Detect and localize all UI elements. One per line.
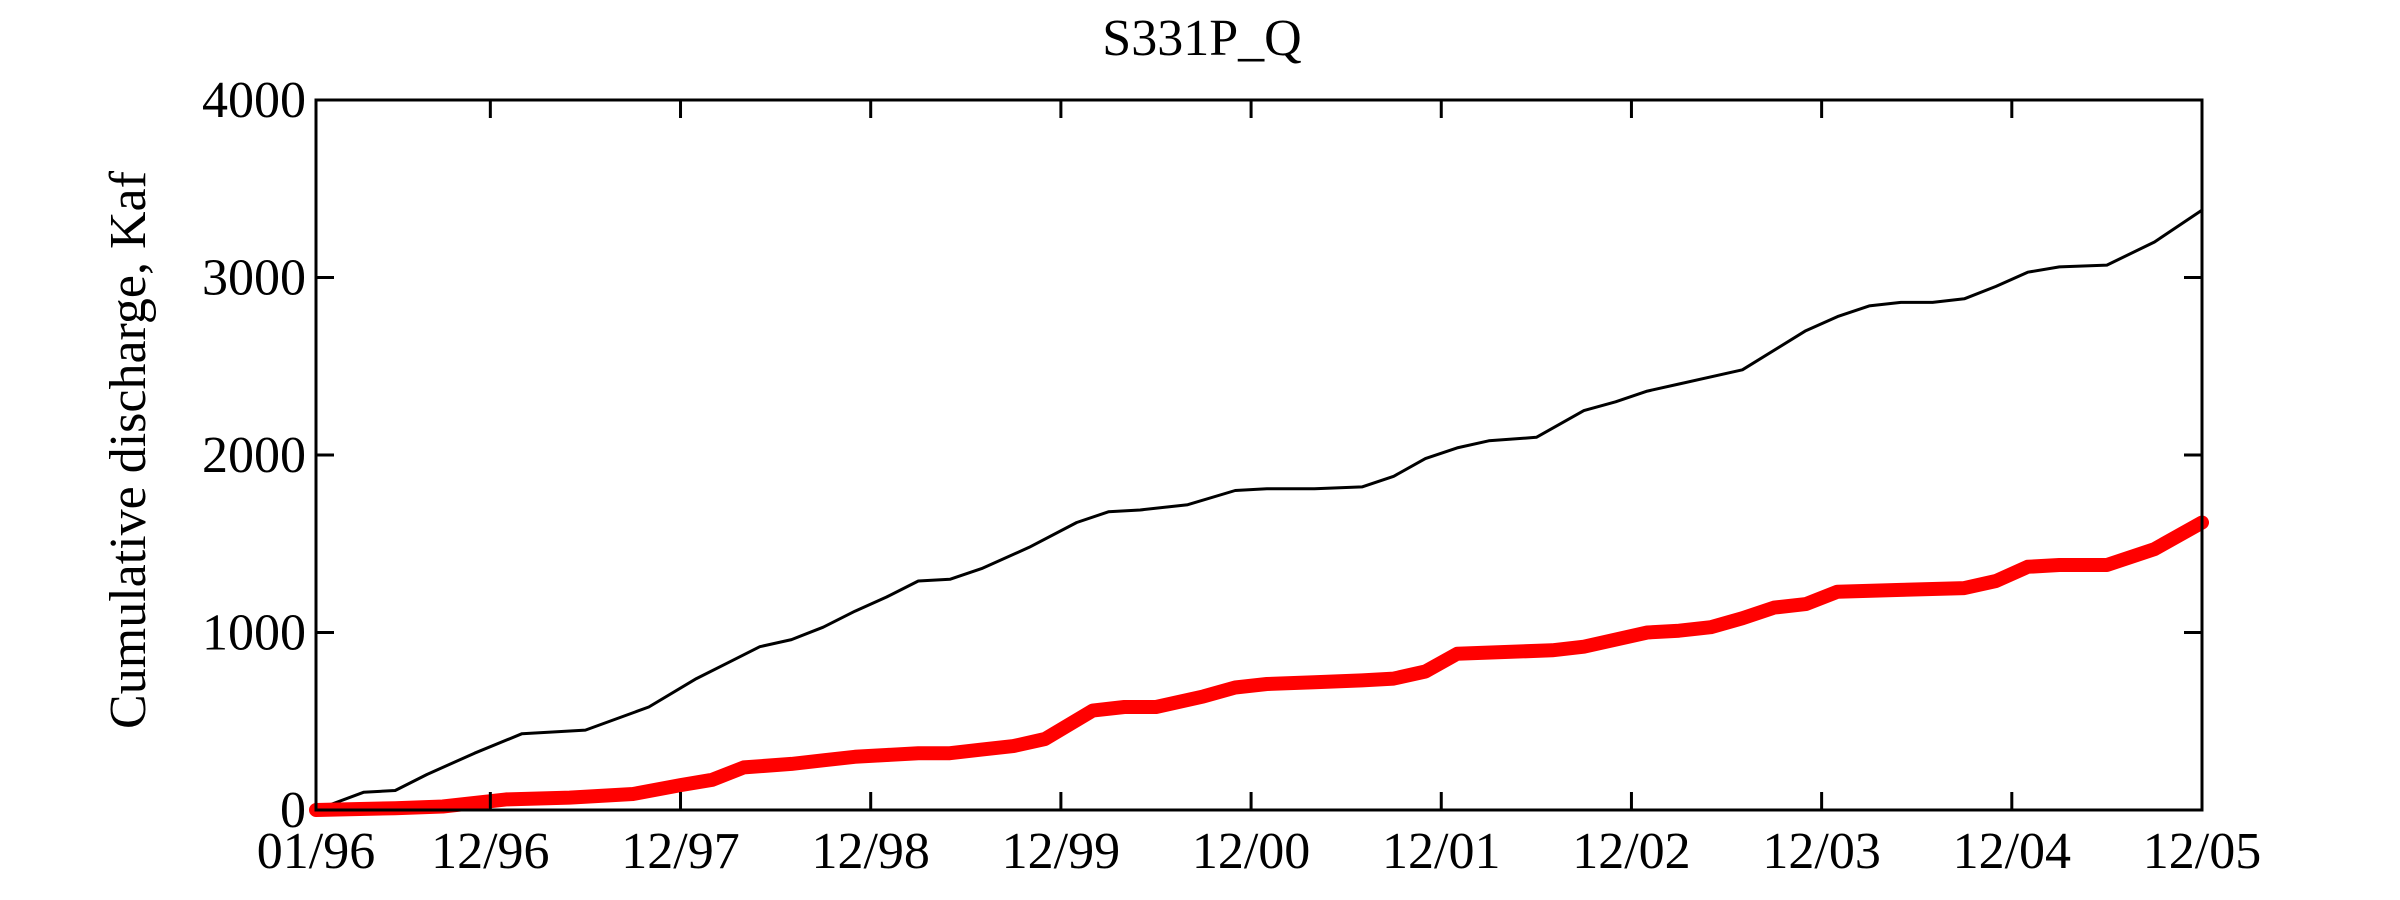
chart-title: S331P_Q — [1102, 10, 1301, 67]
axis-ticks: 0 1000 2000 3000 4000 01/96 12/96 12/97 12/98 12/… — [202, 72, 2261, 880]
y-tick-label: 3000 — [202, 250, 306, 307]
y-tick-label: 4000 — [202, 72, 306, 129]
plot-frame — [314, 98, 2204, 812]
x-tick-label: 12/96 — [431, 823, 549, 880]
x-tick-label: 12/05 — [2143, 823, 2261, 880]
y-tick-label: 1000 — [202, 605, 306, 662]
x-tick-label: 12/98 — [811, 823, 929, 880]
x-tick-label: 12/02 — [1572, 823, 1690, 880]
x-tick-label: 12/99 — [1002, 823, 1120, 880]
y-tick-label: 2000 — [202, 427, 306, 484]
x-tick-label: 12/00 — [1192, 823, 1310, 880]
y-tick-label: 0 — [280, 782, 306, 839]
series-line-1 — [314, 208, 2204, 812]
plot-area — [309, 208, 2209, 817]
x-tick-label: 01/96 — [257, 823, 375, 880]
y-axis-label: Cumulative discharge, Kaf — [100, 170, 157, 729]
x-tick-label: 12/04 — [1953, 823, 2071, 880]
x-tick-label: 12/97 — [621, 823, 739, 880]
x-tick-label: 12/03 — [1762, 823, 1880, 880]
series-line-2 — [309, 515, 2209, 817]
x-tick-label: 12/01 — [1382, 823, 1500, 880]
